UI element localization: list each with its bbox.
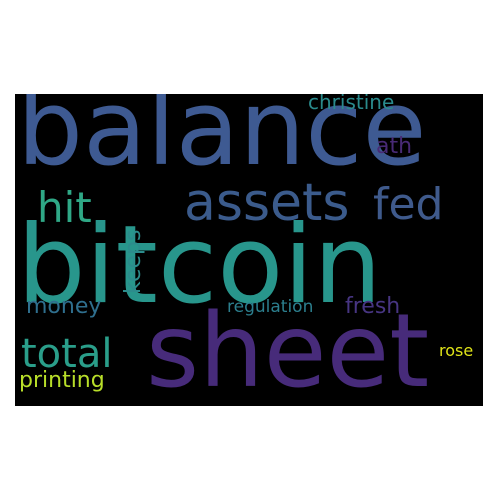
word-rose: rose bbox=[439, 341, 474, 360]
word-printing: printing bbox=[19, 368, 105, 393]
word-money: money bbox=[26, 294, 102, 319]
word-keeps: keeps bbox=[121, 229, 146, 294]
word-fresh: fresh bbox=[345, 294, 401, 319]
word-regulation: regulation bbox=[227, 297, 314, 317]
word-bitcoin: bitcoin bbox=[17, 203, 382, 328]
word-ath: ath bbox=[376, 134, 413, 159]
word-hit: hit bbox=[37, 183, 92, 232]
word-cloud-canvas: balance assets fed hit christine ath bit… bbox=[15, 94, 483, 406]
word-christine: christine bbox=[308, 94, 395, 114]
word-assets: assets bbox=[184, 173, 350, 233]
word-total: total bbox=[21, 331, 113, 377]
word-balance: balance bbox=[17, 94, 427, 189]
word-sheet: sheet bbox=[146, 292, 430, 406]
word-fed: fed bbox=[373, 179, 444, 230]
